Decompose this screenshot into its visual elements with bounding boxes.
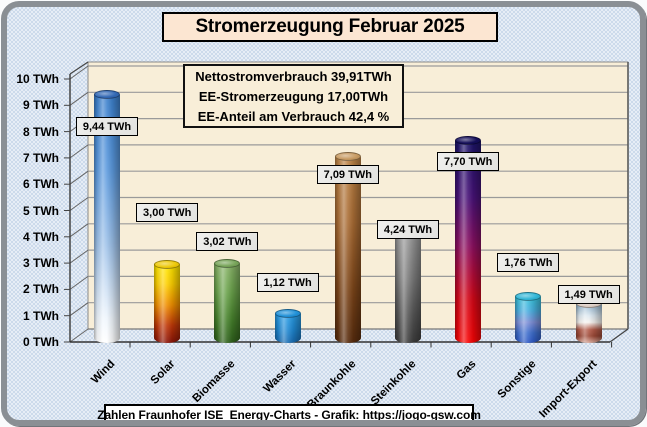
bar-wind [94, 94, 120, 343]
y-axis-label-0twh: 0 TWh [23, 335, 59, 349]
bar-cap-wind [94, 90, 120, 100]
bar-sonstige [515, 296, 542, 343]
category-label-sonstige: Sonstige [496, 358, 539, 401]
y-axis-label-10twh: 10 TWh [16, 72, 59, 86]
bar-cap-wasser [274, 309, 301, 318]
value-label-sonstige: 1,76 TWh [497, 253, 560, 272]
category-label-gas: Gas [454, 358, 479, 382]
category-label-steinkohle: Steinkohle [368, 358, 419, 408]
bar-steinkohle [395, 231, 421, 343]
category-label-wind: Wind [89, 358, 118, 387]
bar-wasser [274, 313, 301, 343]
value-label-braunkohle: 7,09 TWh [316, 165, 379, 184]
bar-braunkohle [334, 156, 361, 343]
value-label-gas: 7,70 TWh [437, 152, 500, 171]
bar-solar [154, 264, 181, 343]
value-label-import-export: 1,49 TWh [557, 285, 620, 304]
y-axis-label-8twh: 8 TWh [23, 124, 59, 139]
category-label-solar: Solar [148, 358, 178, 387]
bar-cap-sonstige [515, 292, 542, 302]
value-label-biomasse: 3,02 TWh [196, 232, 259, 251]
bar-cap-gas [455, 136, 482, 145]
y-axis-label-1twh: 1 TWh [23, 308, 59, 323]
y-axis-label-5twh: 5 TWh [23, 203, 59, 218]
bar-cap-biomasse [214, 259, 241, 269]
value-label-solar: 3,00 TWh [136, 203, 199, 222]
bar-cap-solar [154, 259, 181, 269]
y-axis-label-2twh: 2 TWh [23, 282, 59, 297]
category-label-biomasse: Biomasse [190, 358, 238, 405]
y-axis-label-9twh: 9 TWh [23, 98, 59, 113]
value-label-wind: 9,44 TWh [76, 117, 138, 136]
tick-marks [64, 78, 613, 348]
bar-cap-braunkohle [334, 152, 361, 161]
y-axis-label-4twh: 4 TWh [23, 229, 59, 244]
bar-import-export [575, 303, 602, 343]
y-axis-label-3twh: 3 TWh [23, 256, 59, 271]
bar-gas [455, 140, 482, 343]
category-label-wasser: Wasser [260, 358, 299, 396]
value-label-wasser: 1,12 TWh [256, 273, 319, 292]
category-label-import-export: Import-Export [536, 358, 600, 421]
value-label-steinkohle: 4,24 TWh [377, 220, 439, 239]
category-label-braunkohle: Braunkohle [305, 358, 359, 412]
y-axis-label-7twh: 7 TWh [23, 150, 59, 165]
bar-biomasse [214, 263, 241, 343]
y-axis-label-6twh: 6 TWh [23, 177, 59, 192]
